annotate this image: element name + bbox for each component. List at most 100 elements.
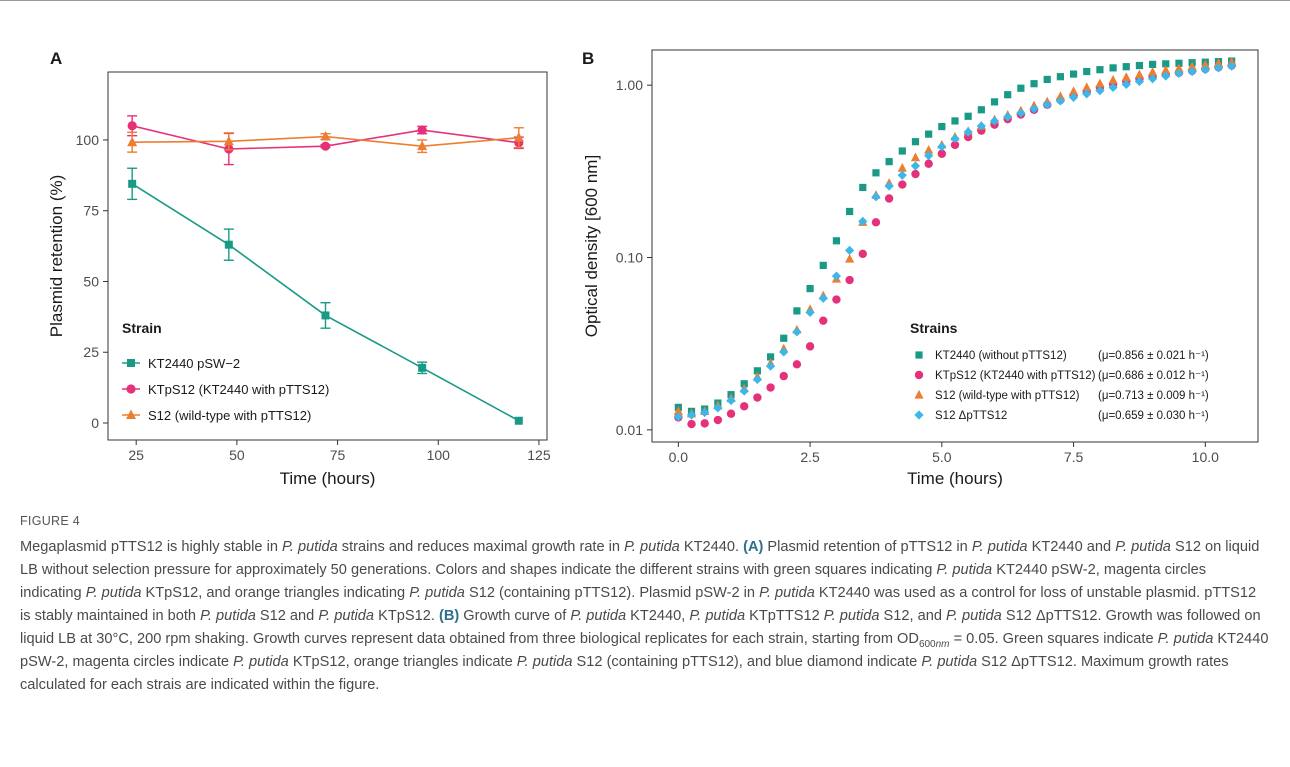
data-point <box>1068 86 1079 96</box>
data-point <box>845 275 854 285</box>
data-point <box>713 403 723 413</box>
data-point <box>819 261 827 269</box>
growth-rate-annotation: (μ=0.713 ± 0.009 h⁻¹) <box>1098 390 1209 402</box>
data-point <box>819 316 828 325</box>
data-point <box>990 98 999 106</box>
data-point <box>1122 63 1130 71</box>
legend-label: S12 ΔpTTS12 <box>935 410 1007 422</box>
data-point <box>792 360 802 369</box>
data-point <box>1016 108 1026 118</box>
data-point <box>897 170 907 180</box>
legend-label: S12 (wild-type with pTTS12) <box>935 390 1080 402</box>
y-tick-label: 1.00 <box>616 77 643 93</box>
data-point <box>910 161 921 171</box>
figure-charts: A 25 50 75 100 125 0 25 50 75 100 Time (hours) Plasm… <box>47 49 1259 488</box>
data-point <box>320 141 331 151</box>
data-point <box>937 149 947 158</box>
legend-marker <box>127 359 135 367</box>
data-point <box>884 194 894 203</box>
data-point <box>1149 60 1157 68</box>
data-point <box>687 419 696 429</box>
data-point <box>739 386 749 396</box>
growth-rate-annotation: (μ=0.659 ± 0.030 h⁻¹) <box>1098 410 1209 422</box>
figure-caption: FIGURE 4 Megaplasmid pTTS12 is highly st… <box>20 514 1270 697</box>
data-point <box>924 159 933 168</box>
data-point <box>766 383 775 392</box>
data-point <box>1082 82 1092 92</box>
data-point <box>1055 91 1065 101</box>
data-point <box>910 152 921 162</box>
series <box>673 61 1237 422</box>
data-point <box>845 245 855 255</box>
data-point <box>859 183 867 192</box>
data-point <box>846 207 854 216</box>
data-point <box>845 253 855 263</box>
x-tick-label: 100 <box>427 447 451 463</box>
data-point <box>792 327 802 337</box>
data-point <box>753 393 762 402</box>
data-point <box>964 112 972 120</box>
data-point <box>765 361 776 371</box>
x-tick-label: 50 <box>229 447 245 463</box>
data-point <box>938 122 946 131</box>
data-point <box>1069 70 1078 78</box>
data-point <box>1056 73 1064 81</box>
data-point <box>831 271 842 281</box>
data-point <box>726 395 736 406</box>
data-point <box>1213 58 1224 67</box>
data-point <box>1121 79 1131 90</box>
data-point <box>951 117 959 125</box>
panel-a-frame <box>107 71 548 441</box>
data-point <box>713 415 723 425</box>
data-point <box>950 140 960 150</box>
data-point <box>700 419 709 428</box>
data-point <box>1029 104 1039 114</box>
data-point <box>1095 86 1105 96</box>
data-point <box>871 218 881 227</box>
data-point <box>514 416 523 425</box>
data-point <box>897 163 907 172</box>
legend-marker <box>126 384 136 394</box>
data-point <box>911 138 920 146</box>
legend-marker <box>914 410 924 420</box>
data-point <box>911 169 920 179</box>
data-point <box>1108 75 1118 84</box>
legend-marker <box>914 389 924 399</box>
data-point <box>858 249 867 259</box>
y-tick-label: 50 <box>83 273 99 289</box>
series <box>673 57 1237 418</box>
x-axis-title: Time (hours) <box>280 469 376 488</box>
data-point <box>1162 60 1170 68</box>
caption-text: Megaplasmid pTTS12 is highly stable in P… <box>20 539 1269 693</box>
y-axis-title: Optical density [600 nm] <box>582 155 601 337</box>
panel-b: B 0.0 2.5 5.0 7.5 10.0 0.01 0.10 1.00 Time (hours… <box>582 49 1259 488</box>
data-point <box>779 347 789 357</box>
x-tick-label: 25 <box>128 447 144 463</box>
figure-label: FIGURE 4 <box>20 514 81 528</box>
data-point <box>417 140 428 151</box>
data-point <box>1096 66 1104 74</box>
data-point <box>950 133 960 144</box>
y-axis-title: Plasmid retention (%) <box>47 175 66 338</box>
x-tick-label: 5.0 <box>932 449 952 465</box>
series <box>127 167 523 425</box>
data-point <box>793 307 801 315</box>
data-point <box>1068 92 1079 102</box>
x-tick-label: 125 <box>527 447 551 463</box>
legend-marker <box>915 351 923 359</box>
data-point <box>418 363 427 372</box>
data-point <box>1227 57 1237 66</box>
data-point <box>1043 75 1051 84</box>
panel-a: A 25 50 75 100 125 0 25 50 75 100 Time (hours) Plasm… <box>47 49 551 488</box>
data-point <box>1187 66 1197 77</box>
data-point <box>1017 84 1025 92</box>
data-point <box>1175 59 1183 67</box>
data-point <box>513 132 524 142</box>
data-point <box>832 295 841 304</box>
data-point <box>320 131 331 141</box>
data-point <box>884 181 894 191</box>
data-point <box>780 334 788 342</box>
data-point <box>1004 91 1012 99</box>
data-point <box>127 136 138 147</box>
